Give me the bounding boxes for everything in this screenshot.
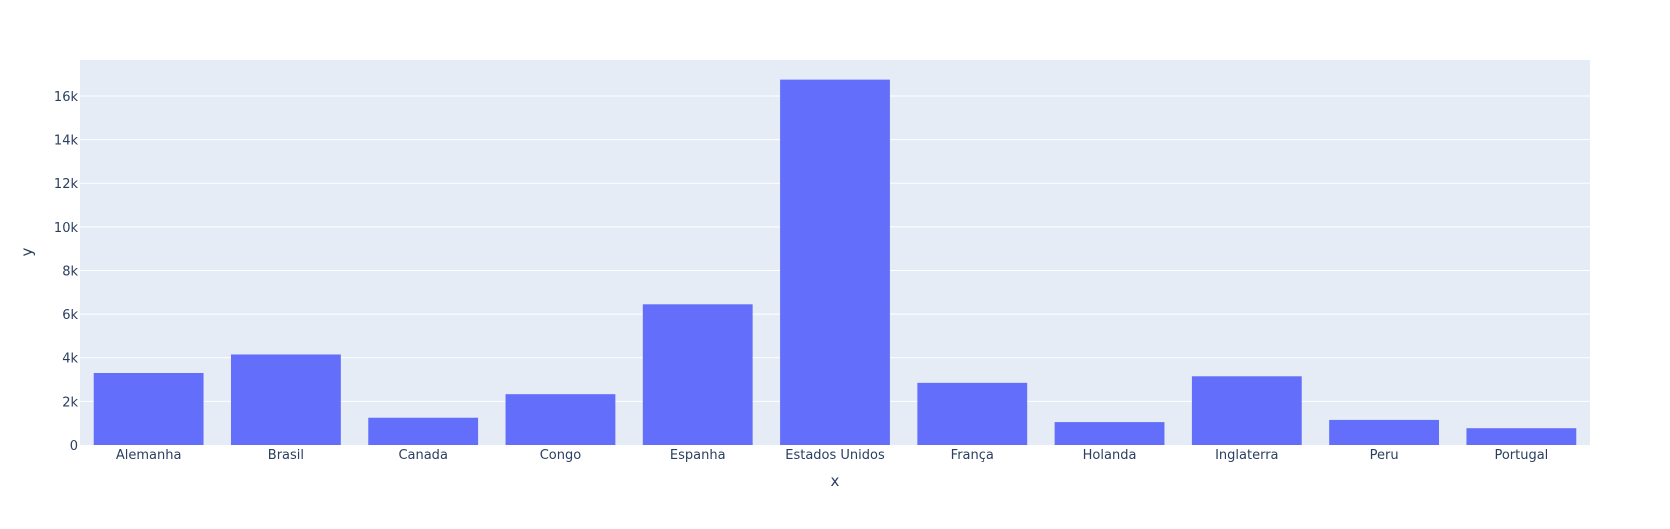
y-tick-label: 4k <box>62 352 78 367</box>
x-tick-label: Alemanha <box>116 448 182 463</box>
x-tick-label: Estados Unidos <box>785 448 885 463</box>
x-tick-label: Congo <box>540 448 582 463</box>
x-tick-label: Inglaterra <box>1215 448 1278 463</box>
x-tick-label: Portugal <box>1494 448 1548 463</box>
x-axis-ticks: Alemanha Brasil Canada Congo Espanha Estados … <box>116 448 1548 463</box>
y-axis-title: y <box>18 247 36 256</box>
y-tick-label: 14k <box>54 134 79 149</box>
y-tick-label: 16k <box>54 90 79 105</box>
y-tick-label: 12k <box>54 177 79 192</box>
x-tick-label: Espanha <box>670 448 726 463</box>
bar-congo[interactable] <box>505 394 616 445</box>
bar-brasil[interactable] <box>231 354 341 445</box>
bar-portugal[interactable] <box>1466 428 1577 445</box>
y-tick-label: 10k <box>54 221 79 236</box>
x-tick-label: Brasil <box>268 448 304 463</box>
bar-frança[interactable] <box>917 382 1028 445</box>
bar-espanha[interactable] <box>642 304 753 445</box>
bar-holanda[interactable] <box>1054 422 1165 445</box>
x-tick-label: Holanda <box>1083 448 1137 463</box>
y-tick-label: 0 <box>70 439 78 454</box>
x-tick-label: Peru <box>1370 448 1399 463</box>
x-tick-label: Canada <box>398 448 447 463</box>
bar-estados-unidos[interactable] <box>780 79 890 446</box>
bar-inglaterra[interactable] <box>1191 376 1302 445</box>
bar-peru[interactable] <box>1329 419 1439 445</box>
x-axis-title: x <box>831 472 840 490</box>
y-axis-ticks: 0 2k 4k 6k 8k 10k 12k 14k 16k <box>54 90 79 454</box>
bar-canada[interactable] <box>368 417 479 445</box>
x-tick-label: França <box>951 448 994 463</box>
bars <box>93 79 1577 446</box>
y-tick-label: 6k <box>62 308 78 323</box>
y-tick-label: 2k <box>62 395 78 410</box>
y-tick-label: 8k <box>62 264 78 279</box>
bar-alemanha[interactable] <box>93 373 204 445</box>
